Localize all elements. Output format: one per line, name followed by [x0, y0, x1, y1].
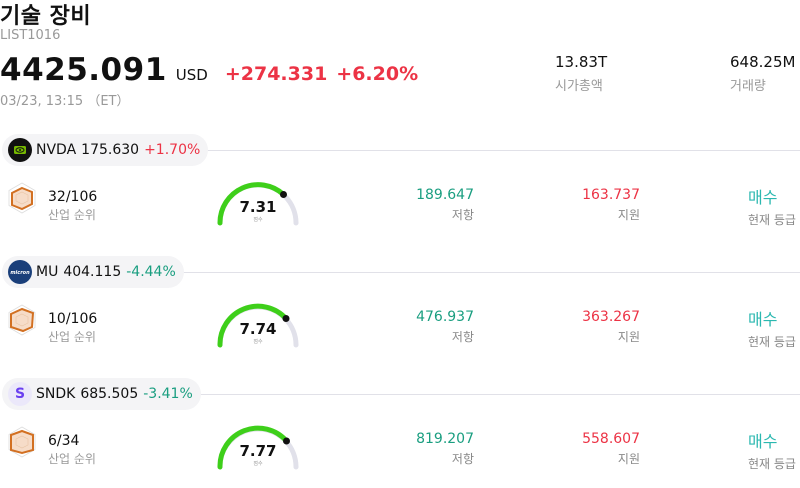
divider [150, 272, 800, 273]
currency: USD [175, 66, 208, 84]
volume-stat: 648.25M 거래량 [730, 53, 795, 94]
score-label: 점수 [253, 461, 263, 467]
industry-rank-radar-icon [8, 426, 36, 458]
resistance-label: 저항 [451, 452, 474, 466]
resistance-value: 189.647 [416, 187, 474, 203]
grade-label: 현재 등급 [748, 335, 796, 349]
score-gauge: 7.74 점수 [214, 300, 304, 350]
market-cap-value: 13.83T [555, 53, 608, 71]
divider [150, 150, 800, 151]
industry-rank: 32/106 산업 순위 [48, 189, 97, 223]
micron-logo-icon: micron [8, 260, 32, 284]
score-label: 점수 [253, 217, 263, 223]
support: 163.737 지원 [570, 187, 640, 223]
stock-price: 404.115 [63, 264, 122, 280]
stock-ticker: SNDK [36, 386, 76, 402]
industry-rank-label: 산업 순위 [48, 452, 96, 466]
price-change: +274.331 [224, 63, 328, 85]
current-grade: 매수 현재 등급 [748, 184, 796, 228]
score-value: 7.77 [239, 442, 277, 460]
support: 558.607 지원 [570, 431, 640, 467]
market-cap-label: 시가총액 [555, 79, 603, 94]
grade-label: 현재 등급 [748, 213, 796, 227]
stock-pill[interactable]: NVDA 175.630 +1.70% [2, 134, 209, 166]
page-title: 기술 장비 [0, 4, 92, 29]
score-gauge: 7.31 점수 [214, 178, 304, 228]
industry-rank: 6/34 산업 순위 [48, 433, 96, 467]
grade-value: 매수 [748, 310, 778, 329]
stock-card-nvda[interactable]: NVDA 175.630 +1.70% 32/106 산업 순위 7.31 점수… [0, 134, 800, 254]
current-grade: 매수 현재 등급 [748, 306, 796, 350]
support-value: 163.737 [582, 187, 640, 203]
market-cap-stat: 13.83T 시가총액 [555, 53, 607, 94]
score-gauge: 7.77 점수 [214, 422, 304, 472]
price-change-pct: +6.20% [336, 63, 419, 85]
grade-value: 매수 [748, 432, 778, 451]
industry-rank-radar-icon [8, 304, 36, 336]
index-price: 4425.091 [0, 52, 167, 88]
volume-value: 648.25M [730, 53, 796, 71]
resistance-label: 저항 [451, 330, 474, 344]
divider [150, 394, 800, 395]
score-value: 7.31 [239, 198, 277, 216]
current-grade: 매수 현재 등급 [748, 428, 796, 472]
score-value: 7.74 [239, 320, 277, 338]
resistance: 476.937 저항 [404, 309, 474, 345]
support-value: 363.267 [582, 309, 640, 325]
price-row: 4425.091 USD +274.331 +6.20% [0, 52, 418, 88]
industry-rank-value: 10/106 [48, 311, 98, 327]
stock-change-pct: -4.44% [126, 264, 176, 280]
resistance-label: 저항 [451, 208, 474, 222]
stock-header: S SNDK 685.505 -3.41% [0, 378, 800, 410]
industry-rank-radar-icon [8, 182, 36, 214]
industry-rank-value: 32/106 [48, 189, 98, 205]
support-label: 지원 [617, 452, 640, 466]
resistance: 189.647 저항 [404, 187, 474, 223]
stock-price: 175.630 [81, 142, 140, 158]
industry-rank-value: 6/34 [48, 433, 80, 449]
score-label: 점수 [253, 339, 263, 345]
volume-label: 거래량 [730, 79, 766, 94]
stock-pill[interactable]: S SNDK 685.505 -3.41% [2, 378, 201, 410]
resistance: 819.207 저항 [404, 431, 474, 467]
grade-value: 매수 [748, 188, 778, 207]
support-value: 558.607 [582, 431, 640, 447]
nvidia-logo-icon [8, 138, 32, 162]
support-label: 지원 [617, 330, 640, 344]
grade-label: 현재 등급 [748, 457, 796, 471]
industry-rank: 10/106 산업 순위 [48, 311, 97, 345]
industry-rank-label: 산업 순위 [48, 330, 96, 344]
timestamp: 03/23, 13:15 （ET） [0, 94, 130, 109]
stock-card-mu[interactable]: micron MU 404.115 -4.44% 10/106 산업 순위 7.… [0, 256, 800, 376]
support-label: 지원 [617, 208, 640, 222]
stock-change-pct: -3.41% [143, 386, 193, 402]
stock-ticker: NVDA [36, 142, 77, 158]
stock-pill[interactable]: micron MU 404.115 -4.44% [2, 256, 184, 288]
stock-header: micron MU 404.115 -4.44% [0, 256, 800, 288]
stock-ticker: MU [36, 264, 59, 280]
stock-card-sndk[interactable]: S SNDK 685.505 -3.41% 6/34 산업 순위 7.77 점수… [0, 378, 800, 488]
stock-change-pct: +1.70% [144, 142, 201, 158]
industry-rank-label: 산업 순위 [48, 208, 96, 222]
resistance-value: 476.937 [416, 309, 474, 325]
svg-text:micron: micron [10, 270, 30, 276]
stock-header: NVDA 175.630 +1.70% [0, 134, 800, 166]
support: 363.267 지원 [570, 309, 640, 345]
stock-price: 685.505 [80, 386, 139, 402]
index-code: LIST1016 [0, 28, 61, 43]
sandisk-logo-icon: S [8, 382, 32, 406]
resistance-value: 819.207 [416, 431, 474, 447]
